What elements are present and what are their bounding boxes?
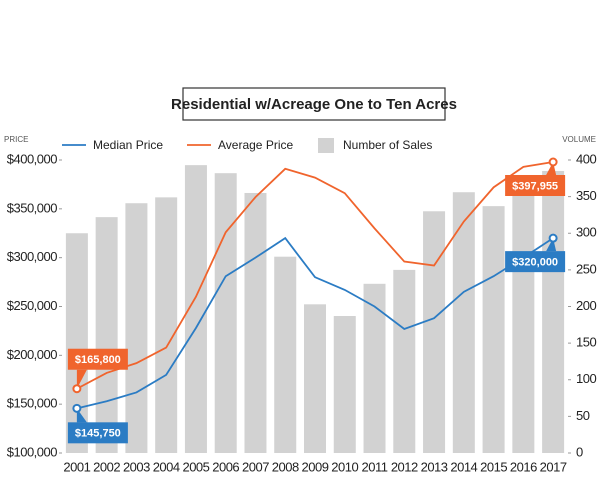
x-tick-label: 2011: [362, 459, 388, 474]
point-marker: [548, 233, 558, 243]
value-label-box: [505, 174, 566, 196]
y2-tick-label: 150: [576, 335, 596, 350]
x-tick-label: 2014: [450, 459, 477, 474]
legend-label: Average Price: [218, 138, 293, 152]
y-tick-label: $250,000: [7, 298, 57, 313]
bar: [393, 269, 416, 453]
x-tick-label: 2006: [212, 459, 239, 474]
point-marker: [72, 384, 82, 394]
title-box: [182, 87, 446, 121]
x-tick-label: 2008: [272, 459, 299, 474]
bar: [452, 192, 475, 454]
x-tick-label: 2010: [331, 459, 358, 474]
bar: [155, 197, 178, 453]
y-tick-label: $100,000: [7, 444, 57, 459]
point-marker: [548, 157, 558, 167]
value-label-box: [505, 251, 566, 273]
value-label: $165,800: [75, 354, 121, 366]
x-tick-label: 2004: [153, 459, 180, 474]
y-tick-label: $150,000: [7, 396, 57, 411]
x-tick-label: 2013: [421, 459, 448, 474]
chart-title: Residential w/Acreage One to Ten Acres: [171, 96, 457, 113]
x-tick-label: 2003: [123, 459, 150, 474]
value-label: $145,750: [75, 428, 121, 440]
bar: [95, 217, 118, 453]
value-label-box: [67, 348, 128, 370]
x-tick-label: 2009: [302, 459, 329, 474]
y2-tick-label: 300: [576, 225, 596, 240]
x-tick-label: 2017: [540, 459, 567, 474]
x-tick-label: 2002: [93, 459, 120, 474]
y2-tick-label: 350: [576, 188, 596, 203]
y-tick-label: $300,000: [7, 249, 57, 264]
value-label-box: [67, 422, 128, 444]
y2-axis-label: VOLUME: [562, 135, 596, 144]
y2-tick-label: 200: [576, 298, 596, 313]
y2-tick-label: 50: [576, 408, 590, 423]
legend-label: Median Price: [93, 138, 163, 152]
bar: [244, 192, 267, 453]
legend-swatch: [318, 138, 334, 153]
y-tick-label: $400,000: [7, 151, 57, 166]
bar: [423, 211, 446, 453]
value-label: $320,000: [512, 257, 558, 269]
bar: [304, 304, 326, 453]
y2-tick-label: 100: [576, 371, 596, 386]
point-marker: [72, 403, 82, 413]
bar: [512, 181, 535, 453]
legend-label: Number of Sales: [343, 138, 432, 152]
bar: [214, 173, 237, 453]
label-pointer: [76, 369, 87, 389]
line: [76, 161, 554, 390]
x-tick-label: 2015: [480, 459, 507, 474]
bar: [333, 316, 356, 453]
y-axis-label: PRICE: [4, 135, 28, 144]
y2-tick-label: 250: [576, 261, 596, 276]
value-label: $397,955: [512, 180, 558, 192]
y-tick-label: $200,000: [7, 347, 57, 362]
bar: [363, 283, 386, 453]
bar: [125, 203, 148, 453]
bar: [482, 206, 505, 453]
bar: [274, 256, 297, 453]
line: [76, 236, 554, 410]
y-tick-label: $350,000: [7, 200, 57, 215]
bar: [542, 170, 565, 454]
x-tick-label: 2016: [510, 459, 537, 474]
y2-tick-label: 400: [576, 151, 596, 166]
x-tick-label: 2012: [391, 459, 418, 474]
bar: [65, 233, 88, 453]
x-tick-label: 2005: [182, 459, 209, 474]
x-tick-label: 2007: [242, 459, 269, 474]
bar: [184, 165, 207, 453]
y2-tick-label: 0: [576, 444, 583, 459]
x-tick-label: 2001: [63, 459, 90, 474]
